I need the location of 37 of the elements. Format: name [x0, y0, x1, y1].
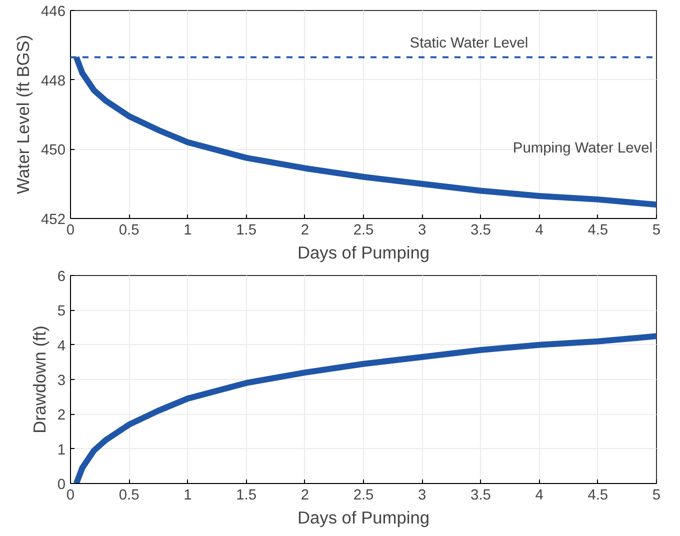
y-tick-label: 4 [57, 338, 66, 354]
ref-line-label: Static Water Level [410, 35, 528, 52]
y-tick-label: 452 [41, 212, 66, 228]
x-tick-label: 5 [652, 488, 661, 504]
y-axis-title: Water Level (ft BGS) [13, 34, 34, 194]
y-tick-label: 5 [57, 304, 66, 320]
x-tick-label: 3 [418, 488, 426, 504]
x-tick-label: 0.5 [118, 488, 140, 504]
x-tick-label: 5 [652, 222, 661, 238]
x-tick-label: 3 [418, 222, 426, 238]
x-tick-label: 3.5 [470, 488, 491, 504]
y-axis-title: Drawdown (ft) [29, 326, 50, 434]
y-tick-label: 0 [57, 477, 66, 493]
y-tick-label: 450 [41, 142, 66, 159]
y-tick-label: 446 [41, 4, 66, 20]
x-tick-label: 2.5 [353, 488, 374, 504]
y-tick-label: 6 [57, 269, 66, 285]
y-tick-label: 2 [57, 408, 66, 424]
x-tick-label: 2 [300, 222, 309, 238]
y-tick-label: 3 [57, 373, 66, 389]
x-tick-label: 0.5 [118, 222, 140, 238]
x-tick-label: 1.5 [236, 488, 256, 504]
x-axis-title: Days of Pumping [298, 508, 430, 528]
x-tick-label: 4.5 [588, 222, 608, 238]
x-tick-label: 1 [184, 222, 192, 238]
y-tick-label: 1 [57, 442, 66, 458]
text: Pumping Water Level [512, 140, 653, 157]
x-tick-label: 2.5 [353, 222, 374, 238]
x-tick-label: 4 [535, 488, 544, 504]
x-tick-label: 2 [300, 488, 309, 504]
x-tick-label: 3.5 [470, 222, 491, 238]
x-tick-label: 4 [535, 222, 544, 238]
x-tick-label: 1.5 [236, 222, 256, 238]
x-tick-label: 4.5 [588, 488, 608, 504]
x-tick-label: 1 [184, 488, 192, 504]
y-tick-label: 448 [41, 73, 66, 90]
x-axis-title: Days of Pumping [298, 242, 430, 262]
